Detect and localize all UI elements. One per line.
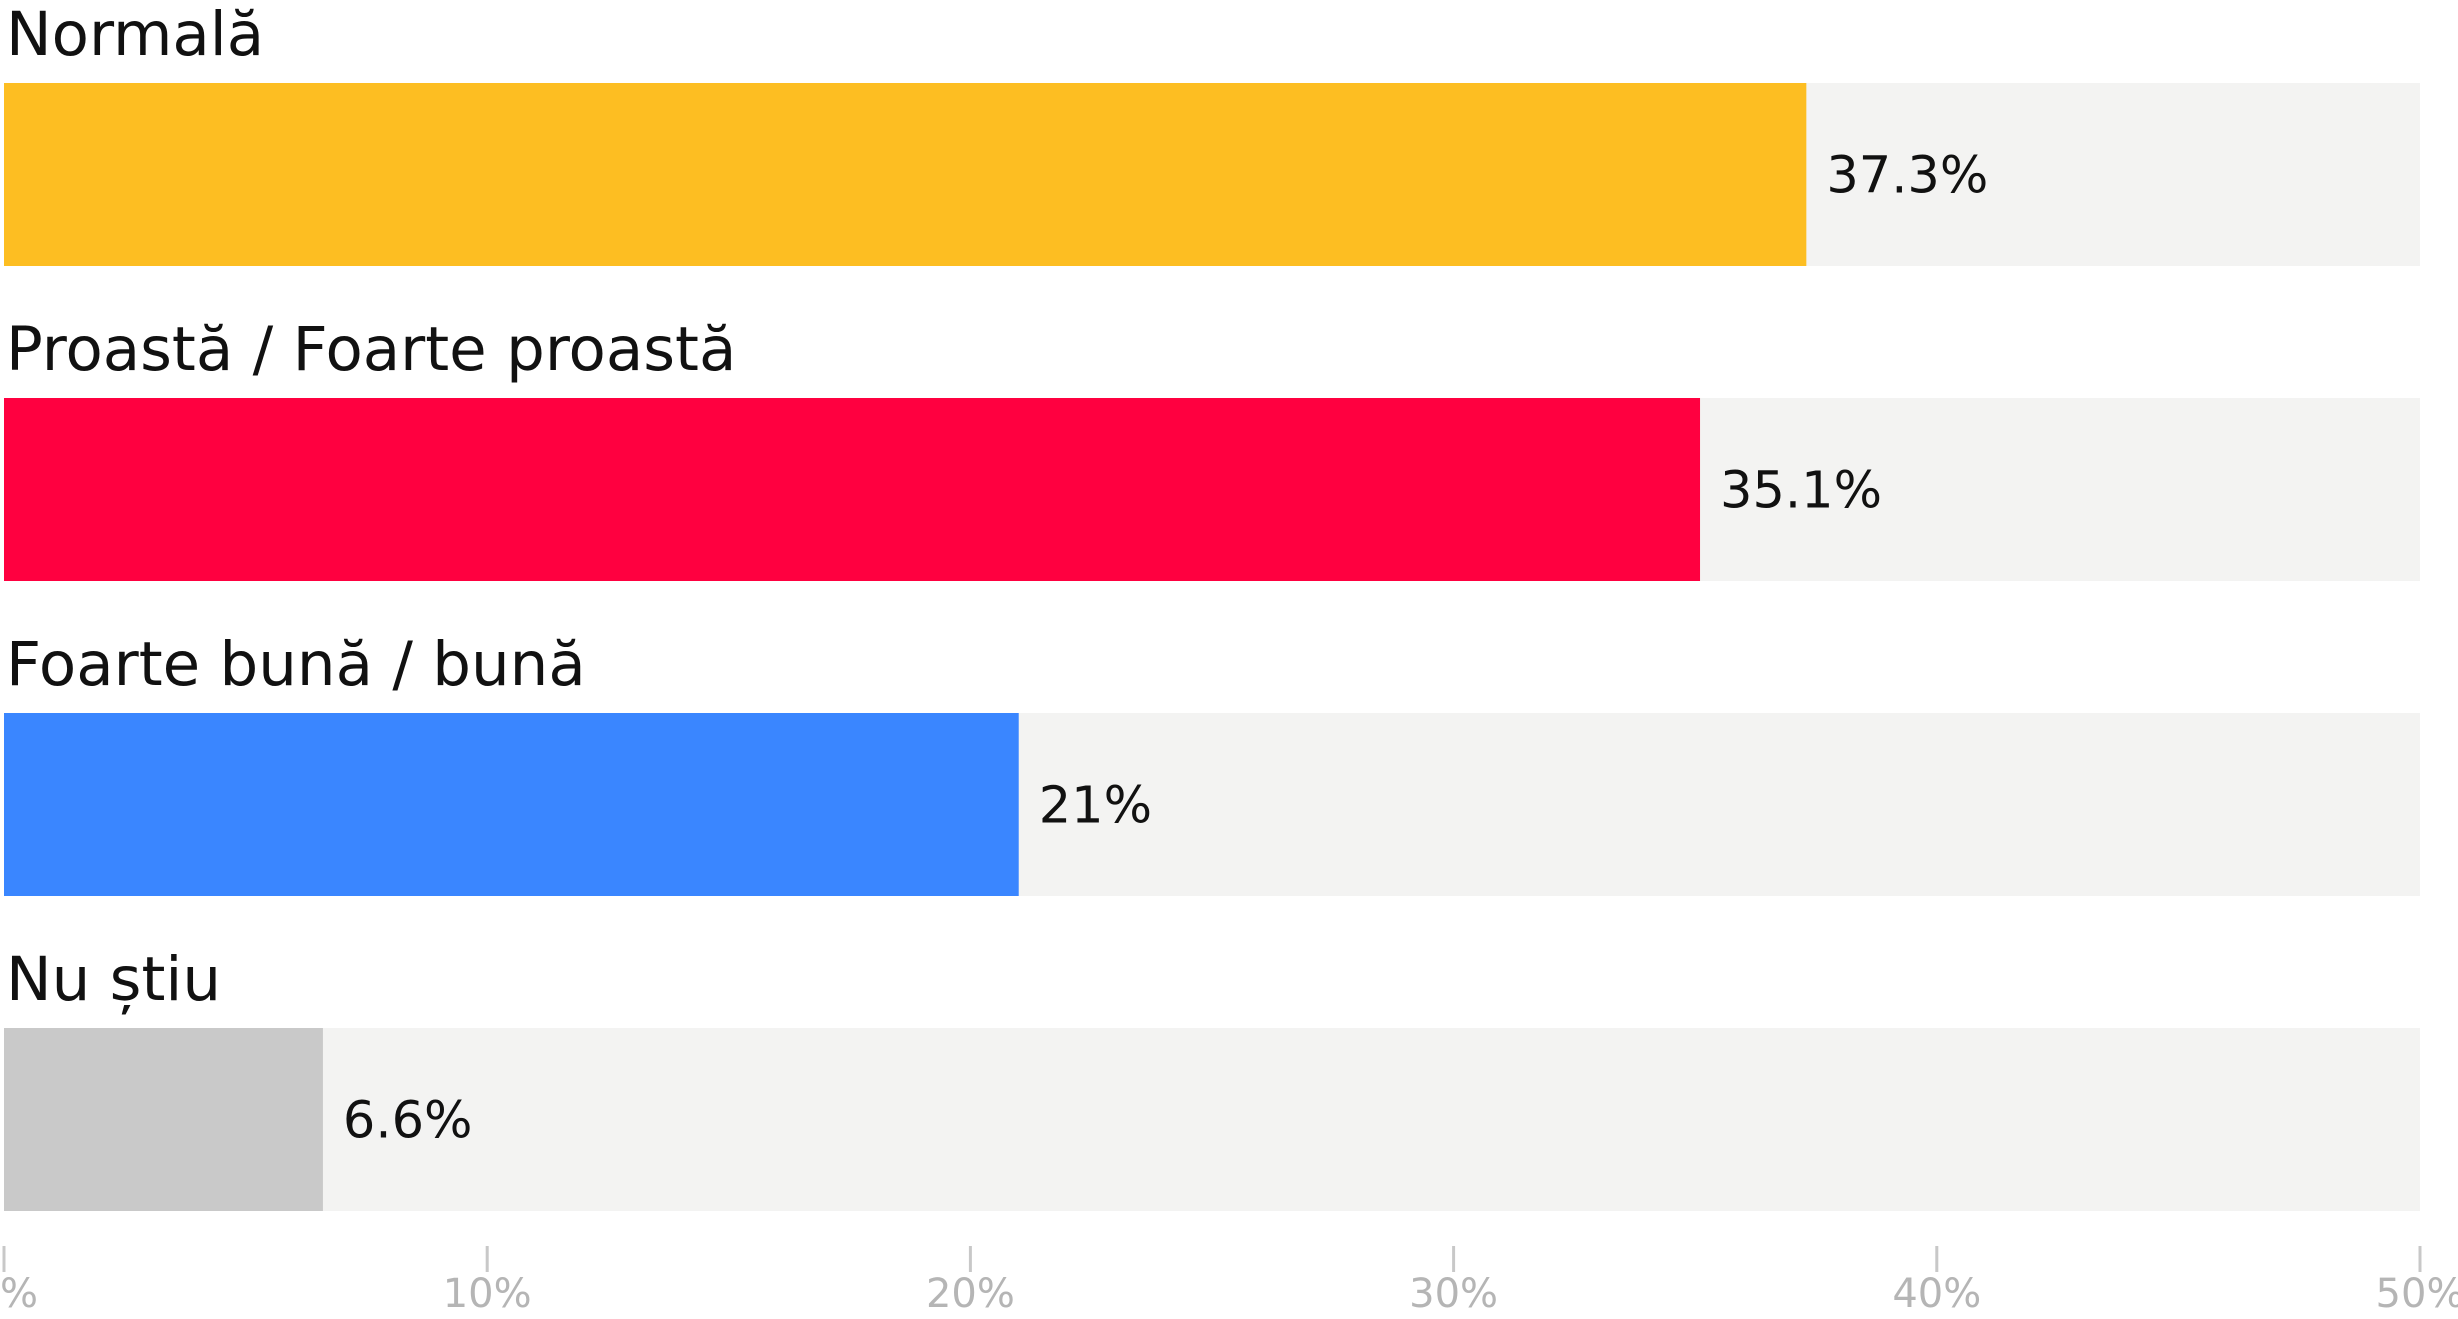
value-label: 37.3% [1826, 147, 1988, 206]
bar [4, 398, 1701, 581]
tick-label: 50% [2376, 1271, 2458, 1317]
bar-rows: Normală 37.3% Proastă / Foarte proastă 35.1… [4, 0, 2420, 1211]
tick-label: 30% [1409, 1271, 1498, 1317]
value-label: 35.1% [1720, 462, 1882, 521]
value-label: 6.6% [343, 1092, 473, 1151]
value-label: 21% [1039, 777, 1152, 836]
bar-row-proasta-foarte-proasta: Proastă / Foarte proastă 35.1% [4, 314, 2420, 581]
category-label: Foarte bună / bună [6, 629, 586, 700]
tick-label: 10% [443, 1271, 532, 1317]
bar-row-normala: Normală 37.3% [4, 0, 2420, 266]
category-label: Proastă / Foarte proastă [6, 314, 736, 385]
bar-track [4, 1028, 2420, 1211]
bar [4, 1028, 323, 1211]
x-axis: % 10% 20% 30% 40% 50% [0, 1246, 2458, 1317]
bar-row-nu-stiu: Nu știu 6.6% [4, 944, 2420, 1211]
tick-label: % [0, 1271, 38, 1317]
bar [4, 83, 1807, 266]
tick-label: 40% [1892, 1271, 1981, 1317]
bar-row-foarte-buna-buna: Foarte bună / bună 21% [4, 629, 2420, 896]
category-label: Nu știu [6, 944, 221, 1015]
bar [4, 713, 1019, 896]
category-label: Normală [6, 0, 264, 70]
tick-label: 20% [926, 1271, 1015, 1317]
